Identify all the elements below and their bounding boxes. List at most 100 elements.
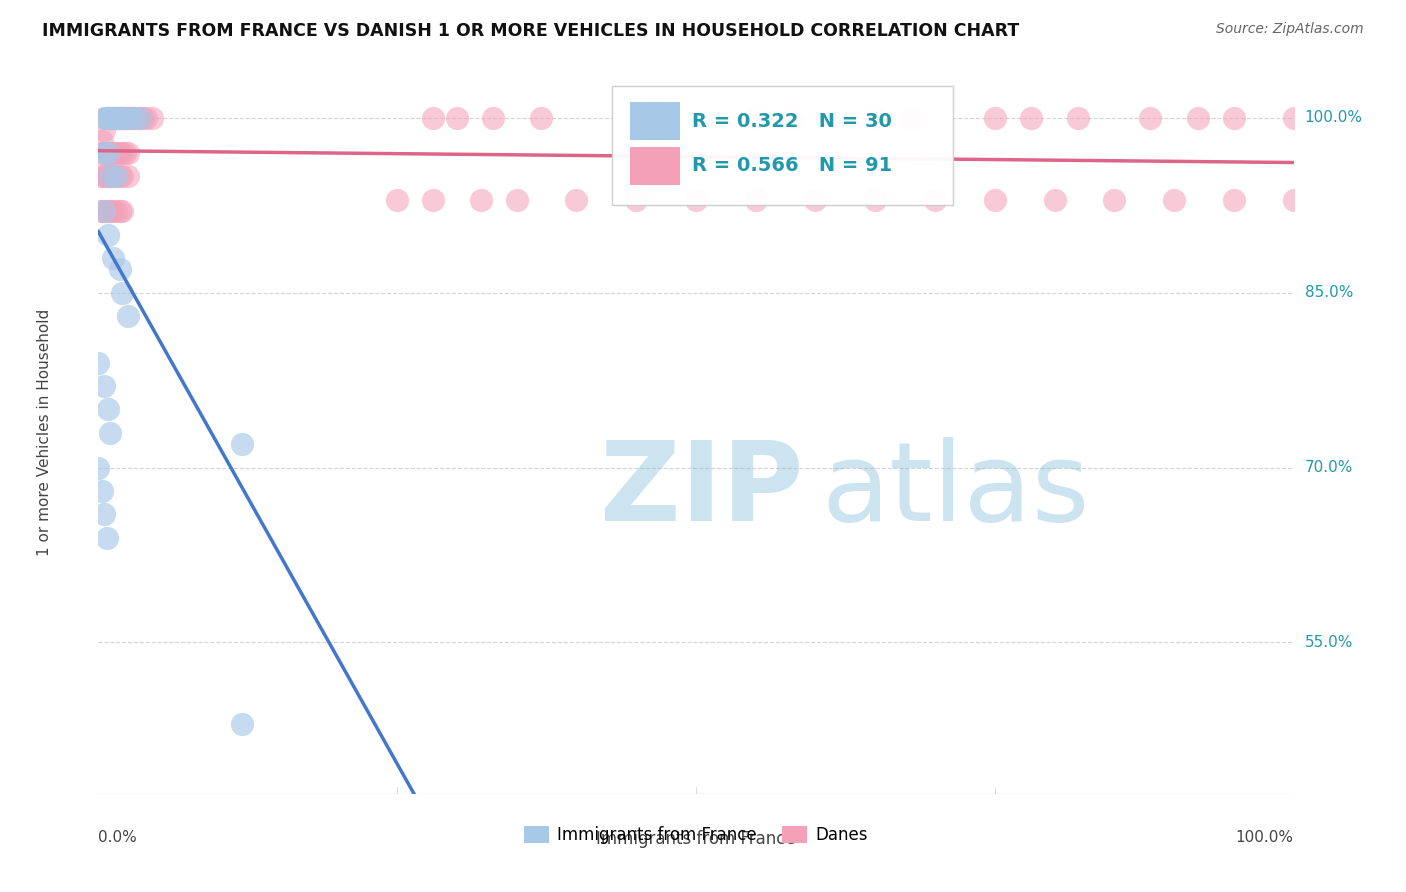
Point xyxy=(111,111,134,125)
Point xyxy=(804,193,827,207)
Point xyxy=(97,111,120,125)
Point xyxy=(93,145,115,160)
FancyBboxPatch shape xyxy=(630,147,681,185)
Point xyxy=(105,111,128,125)
Text: 100.0%: 100.0% xyxy=(1305,111,1362,126)
FancyBboxPatch shape xyxy=(630,103,681,140)
Point xyxy=(1163,193,1185,207)
Text: 1 or more Vehicles in Household: 1 or more Vehicles in Household xyxy=(37,309,52,557)
Point xyxy=(107,111,129,125)
Point xyxy=(105,169,128,184)
Point xyxy=(124,111,146,125)
Point xyxy=(101,251,124,265)
Point xyxy=(129,111,152,125)
Point xyxy=(231,717,253,731)
Point xyxy=(117,111,139,125)
Point xyxy=(865,111,887,125)
Text: 85.0%: 85.0% xyxy=(1305,285,1353,301)
Point xyxy=(127,111,149,125)
Point xyxy=(1187,111,1209,125)
Point xyxy=(97,169,120,184)
Point xyxy=(93,507,115,521)
Text: 55.0%: 55.0% xyxy=(1305,635,1353,650)
Point xyxy=(1043,193,1066,207)
Point xyxy=(446,111,468,125)
Text: atlas: atlas xyxy=(821,437,1090,544)
Point xyxy=(91,134,114,148)
Point xyxy=(87,460,110,475)
Point xyxy=(93,204,115,219)
Point xyxy=(470,193,492,207)
Point xyxy=(87,356,110,370)
Point xyxy=(1067,111,1090,125)
Point xyxy=(98,169,122,184)
Point xyxy=(422,111,444,125)
Point xyxy=(231,437,253,451)
Point xyxy=(745,111,768,125)
Point xyxy=(90,169,112,184)
Point xyxy=(115,111,138,125)
Point xyxy=(103,111,125,125)
Point xyxy=(422,193,444,207)
Point xyxy=(385,193,409,207)
Point xyxy=(105,204,128,219)
Text: 70.0%: 70.0% xyxy=(1305,460,1353,475)
Point xyxy=(91,169,114,184)
Point xyxy=(97,402,120,417)
Point xyxy=(97,111,120,125)
Point xyxy=(98,111,121,125)
Point xyxy=(94,169,117,184)
Point xyxy=(745,193,768,207)
Point xyxy=(1223,193,1246,207)
Point xyxy=(101,204,124,219)
Point xyxy=(865,193,887,207)
Point xyxy=(98,145,121,160)
Point xyxy=(93,111,115,125)
Point xyxy=(111,204,134,219)
Point xyxy=(780,111,803,125)
Point xyxy=(105,145,128,160)
Point xyxy=(108,262,131,277)
Point xyxy=(900,111,922,125)
Point xyxy=(135,111,157,125)
Point xyxy=(98,169,122,184)
Text: 100.0%: 100.0% xyxy=(1236,830,1294,845)
Point xyxy=(93,379,115,393)
Point xyxy=(90,145,112,160)
Point xyxy=(124,111,146,125)
Point xyxy=(100,111,122,125)
Point xyxy=(96,531,118,545)
Point xyxy=(98,111,122,125)
Point xyxy=(105,169,128,184)
Point xyxy=(111,169,134,184)
Point xyxy=(117,169,139,184)
Point xyxy=(110,111,132,125)
Point xyxy=(108,169,131,184)
Point xyxy=(108,111,131,125)
Point xyxy=(117,111,139,125)
Point xyxy=(104,111,127,125)
Point xyxy=(1139,111,1161,125)
Point xyxy=(1104,193,1126,207)
Text: 0.0%: 0.0% xyxy=(98,830,138,845)
Point xyxy=(98,111,122,125)
Point xyxy=(98,425,122,440)
Point xyxy=(984,111,1007,125)
Point xyxy=(481,111,505,125)
Point xyxy=(112,111,135,125)
Point xyxy=(91,204,114,219)
Point xyxy=(103,145,125,160)
Point xyxy=(108,145,131,160)
Point xyxy=(117,309,139,323)
Text: ZIP: ZIP xyxy=(600,437,804,544)
Point xyxy=(1282,193,1305,207)
Point xyxy=(1223,111,1246,125)
Point xyxy=(506,193,529,207)
FancyBboxPatch shape xyxy=(613,86,953,205)
Text: IMMIGRANTS FROM FRANCE VS DANISH 1 OR MORE VEHICLES IN HOUSEHOLD CORRELATION CHA: IMMIGRANTS FROM FRANCE VS DANISH 1 OR MO… xyxy=(42,22,1019,40)
Point xyxy=(984,193,1007,207)
Point xyxy=(114,111,136,125)
Point xyxy=(129,111,152,125)
Point xyxy=(141,111,163,125)
Text: R = 0.322   N = 30: R = 0.322 N = 30 xyxy=(692,112,893,131)
